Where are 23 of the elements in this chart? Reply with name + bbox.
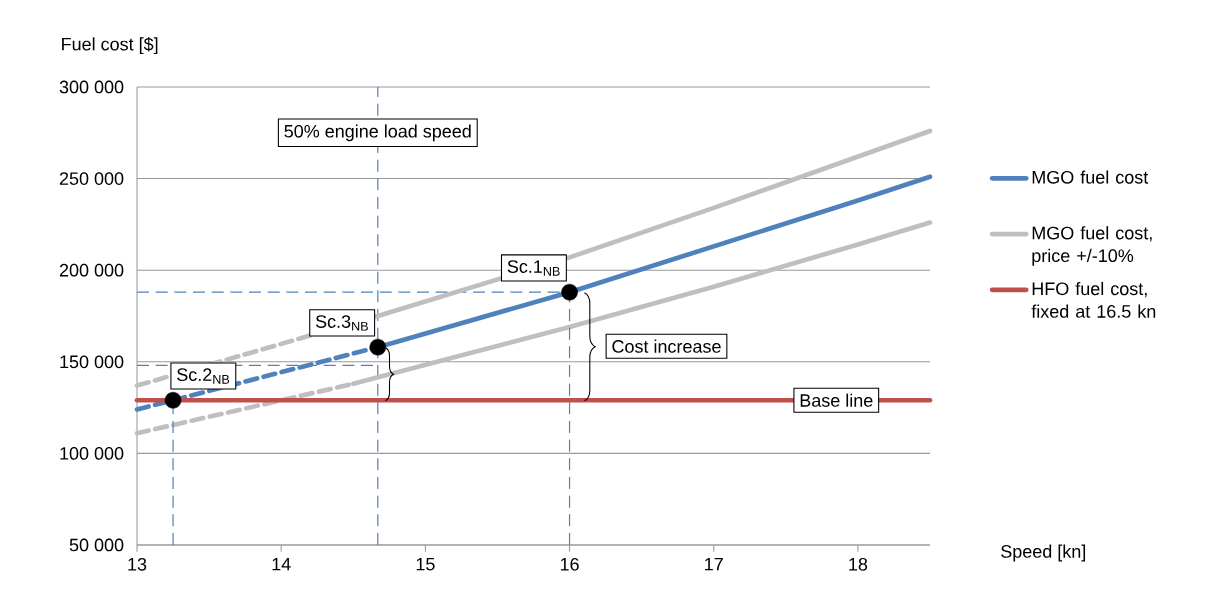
- x-tick-label: 16: [560, 557, 579, 571]
- ref-line-label: 50% engine load speed: [284, 124, 471, 142]
- x-axis-title: Speed [kn]: [1001, 544, 1086, 562]
- annotation: Sc.1$_{NB}$: [507, 260, 560, 276]
- legend-label: MGO fuel cost, price +/-10%: [1032, 226, 1152, 266]
- y-tick-label: 200 000: [59, 263, 124, 277]
- annotation: Base line: [800, 393, 873, 407]
- annotation: Sc.3$_{NB}$: [315, 315, 368, 331]
- x-tick-label: 18: [849, 557, 868, 571]
- annotation: Cost increase: [612, 339, 721, 353]
- x-tick-label: 15: [416, 557, 435, 571]
- x-tick-label: 17: [705, 557, 723, 571]
- x-tick-label: 13: [128, 557, 147, 571]
- legend-label: MGO fuel cost: [1032, 170, 1149, 184]
- y-axis-title: Fuel cost [$]: [62, 37, 158, 55]
- y-tick-label: 50 000: [69, 538, 124, 552]
- y-tick-label: 300 000: [59, 80, 124, 94]
- y-tick-label: 100 000: [60, 447, 124, 460]
- x-tick-label: 14: [272, 557, 291, 571]
- annotation: Sc.2$_{NB}$: [177, 368, 230, 384]
- y-tick-label: 250 000: [59, 172, 124, 185]
- y-tick-label: 150 000: [60, 355, 124, 369]
- legend-label: HFO fuel cost, fixed at 16.5 kn: [1031, 281, 1156, 318]
